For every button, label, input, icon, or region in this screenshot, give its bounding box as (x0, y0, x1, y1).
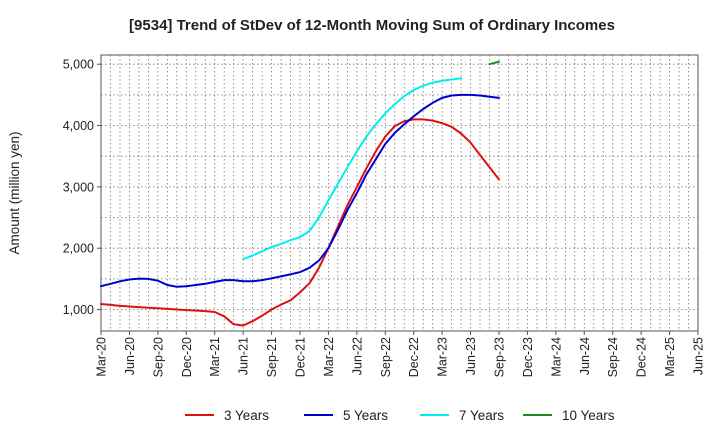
legend-label-3-years: 3 Years (224, 408, 269, 423)
x-tick-label: Jun-21 (237, 337, 251, 375)
x-tick-label: Mar-24 (549, 337, 563, 377)
legend-label-5-years: 5 Years (343, 408, 388, 423)
grid (101, 55, 698, 331)
series-line-7-years (242, 77, 463, 261)
x-axis: Mar-20 Jun-20 Sep-20 Dec-20 Mar-21 Jun-21 Sep-… (95, 331, 706, 377)
x-tick-label: Mar-21 (208, 337, 222, 377)
y-tick-label: 5,000 (63, 58, 94, 72)
x-tick-label: Sep-22 (379, 337, 393, 377)
chart-title: [9534] Trend of StDev of 12-Month Moving… (129, 17, 615, 34)
x-tick-label: Dec-23 (521, 337, 535, 377)
x-tick-label: Dec-22 (407, 337, 421, 377)
x-tick-label: Sep-21 (265, 337, 279, 377)
x-tick-label: Sep-24 (606, 337, 620, 377)
y-axis: 1,000 2,000 3,000 4,000 5,000 (63, 58, 101, 317)
x-tick-label: Mar-20 (95, 337, 109, 377)
legend-label-10-years: 10 Years (562, 408, 615, 423)
y-tick-label: 2,000 (63, 242, 94, 256)
x-tick-label: Sep-23 (493, 337, 507, 377)
legend: 3 Years 5 Years 7 Years 10 Years (185, 408, 615, 423)
series-line-5-years (100, 93, 500, 288)
x-tick-label: Jun-20 (123, 337, 137, 375)
series-line-3-years (100, 118, 500, 327)
x-tick-label: Sep-20 (151, 337, 165, 377)
x-tick-label: Mar-22 (322, 337, 336, 377)
y-axis-title: Amount (million yen) (7, 131, 22, 254)
x-tick-label: Jun-25 (692, 337, 706, 375)
series-lines (100, 60, 500, 327)
series-line-10-years (488, 60, 500, 66)
x-tick-label: Jun-24 (578, 337, 592, 375)
x-tick-label: Dec-20 (180, 337, 194, 377)
x-tick-label: Dec-21 (294, 337, 308, 377)
legend-label-7-years: 7 Years (459, 408, 504, 423)
plot-area (100, 54, 699, 332)
x-tick-label: Jun-22 (350, 337, 364, 375)
x-tick-label: Dec-24 (635, 337, 649, 377)
y-tick-label: 4,000 (63, 119, 94, 133)
y-tick-label: 1,000 (63, 303, 94, 317)
x-tick-label: Mar-23 (436, 337, 450, 377)
y-tick-label: 3,000 (63, 180, 94, 194)
x-tick-label: Mar-25 (663, 337, 677, 377)
x-tick-label: Jun-23 (464, 337, 478, 375)
